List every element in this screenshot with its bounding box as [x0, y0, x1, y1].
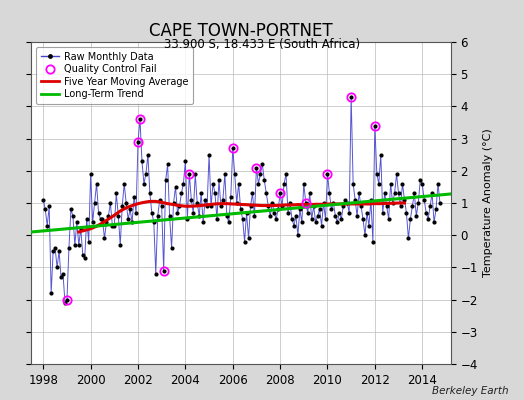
- Title: CAPE TOWN-PORTNET: CAPE TOWN-PORTNET: [149, 22, 333, 40]
- Legend: Raw Monthly Data, Quality Control Fail, Five Year Moving Average, Long-Term Tren: Raw Monthly Data, Quality Control Fail, …: [36, 47, 193, 104]
- Text: Berkeley Earth: Berkeley Earth: [432, 386, 508, 396]
- Text: 33.900 S, 18.433 E (South Africa): 33.900 S, 18.433 E (South Africa): [164, 38, 360, 51]
- Y-axis label: Temperature Anomaly (°C): Temperature Anomaly (°C): [483, 129, 493, 277]
